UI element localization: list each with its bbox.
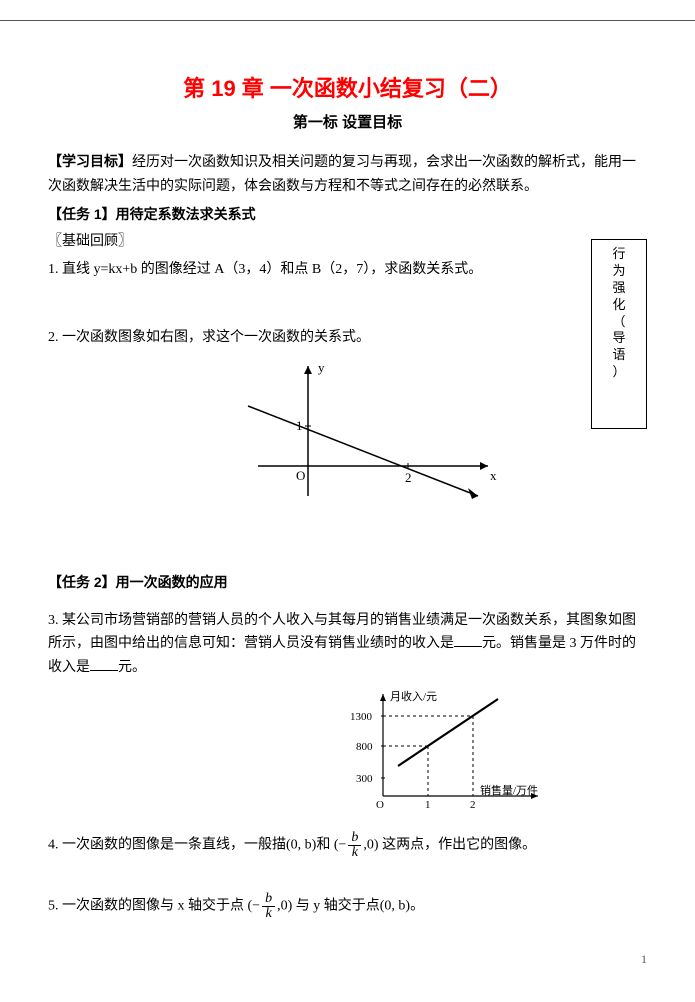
blank-field[interactable] xyxy=(90,656,118,671)
q5-paren-close: ,0) xyxy=(277,899,296,914)
intro-text: 经历对一次函数知识及相关问题的复习与再现，会求出一次函数的解析式，能用一次函数解… xyxy=(48,155,636,194)
page-title: 第 19 章 一次函数小结复习（二） xyxy=(48,71,647,103)
chart-q3: 300 800 1300 1 2 O 月收入/元 销售量/万件 xyxy=(348,686,647,821)
ytick-1300: 1300 xyxy=(350,711,373,723)
question-3: 3. 某公司市场营销部的营销人员的个人收入与其每月的销售业绩满足一次函数关系，其… xyxy=(48,609,647,680)
sidebar-char: 语 xyxy=(596,347,642,364)
q4-frac-den: k xyxy=(348,846,361,860)
task1-label: 【任务 1】用待定系数法求关系式 xyxy=(48,203,647,227)
xlabel: 销售量/万件 xyxy=(480,783,538,797)
task1-sub: 〖基础回顾〗 xyxy=(48,230,647,254)
sidebar-char: 强 xyxy=(596,280,642,297)
ylabel: 月收入/元 xyxy=(390,689,437,703)
intro-label: 【学习目标】 xyxy=(48,153,132,169)
q5-text-a: 5. 一次函数的图像与 x 轴交于点 xyxy=(48,899,244,914)
sidebar-note: 行 为 强 化 （ 导 语 ） xyxy=(591,239,647,429)
question-5: 5. 一次函数的图像与 x 轴交于点 (−bk,0) 与 y 轴交于点(0, b… xyxy=(48,892,647,921)
origin-o: O xyxy=(376,799,384,811)
xtick-1: 1 xyxy=(425,799,431,811)
chart-q2: 1 2 O x y xyxy=(228,356,568,511)
q4-text-a: 4. 一次函数的图像是一条直线，一般描(0, b)和 xyxy=(48,838,330,853)
axis-tick-x2: 2 xyxy=(405,470,412,485)
q5-text-b: 与 y 轴交于点(0, b)。 xyxy=(296,899,424,914)
ytick-300: 300 xyxy=(356,773,373,785)
axis-y-label: y xyxy=(318,360,325,375)
q5-frac-num: b xyxy=(262,892,275,907)
sidebar-char: ） xyxy=(596,364,642,381)
axis-tick-y1: 1 xyxy=(296,418,303,433)
intro-paragraph: 【学习目标】经历对一次函数知识及相关问题的复习与再现，会求出一次函数的解析式，能… xyxy=(48,150,647,199)
q5-neg: − xyxy=(252,899,260,914)
ytick-800: 800 xyxy=(356,741,373,753)
sidebar-char: 导 xyxy=(596,330,642,347)
section-subtitle: 第一标 设置目标 xyxy=(48,111,647,132)
axis-x-label: x xyxy=(490,468,497,483)
xtick-2: 2 xyxy=(470,799,476,811)
q4-text-b: 这两点，作出它的图像。 xyxy=(382,838,536,853)
question-1: 1. 直线 y=kx+b 的图像经过 A（3，4）和点 B（2，7），求函数关系… xyxy=(48,258,568,282)
q5-frac-den: k xyxy=(262,907,275,921)
q5-fraction: bk xyxy=(262,892,275,921)
sidebar-char: （ xyxy=(596,314,642,331)
page-number: 1 xyxy=(641,952,647,967)
question-2: 2. 一次函数图象如右图，求这个一次函数的关系式。 xyxy=(48,326,568,350)
sidebar-char: 化 xyxy=(596,297,642,314)
q4-fraction: bk xyxy=(348,831,361,860)
question-4: 4. 一次函数的图像是一条直线，一般描(0, b)和 (−bk,0) 这两点，作… xyxy=(48,831,647,860)
q4-neg: − xyxy=(339,838,347,853)
sidebar-char: 行 xyxy=(596,246,642,263)
sidebar-char: 为 xyxy=(596,263,642,280)
q4-paren-close: ,0) xyxy=(363,838,382,853)
q3-text-c: 元。 xyxy=(118,660,146,675)
q4-frac-num: b xyxy=(348,831,361,846)
blank-field[interactable] xyxy=(454,632,482,647)
axis-origin: O xyxy=(296,468,305,483)
task2-label: 【任务 2】用一次函数的应用 xyxy=(48,571,647,595)
